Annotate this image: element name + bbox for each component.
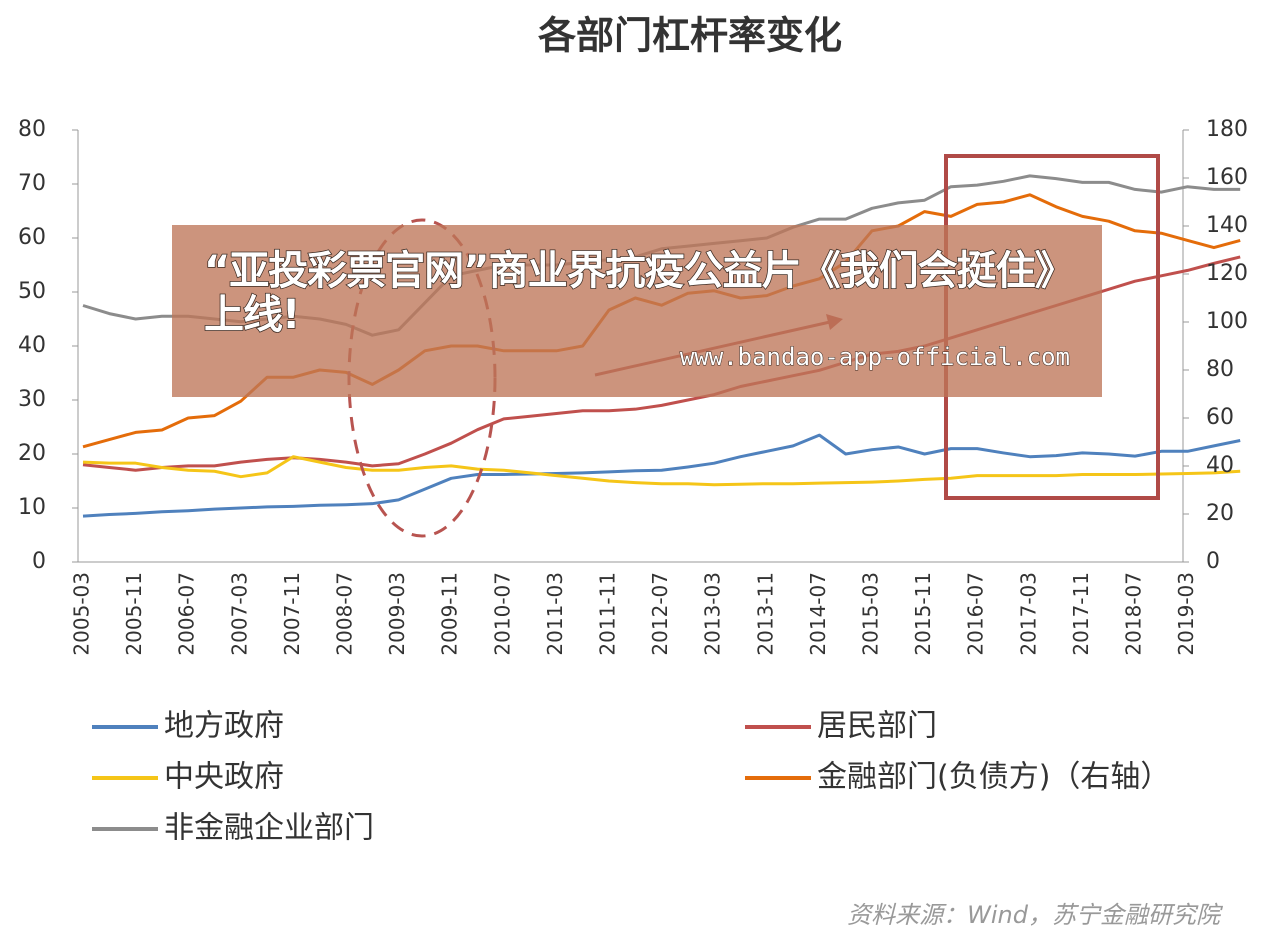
y-tick-label: 0 — [32, 549, 46, 574]
legend-label: 金融部门(负债方)（右轴） — [817, 760, 1170, 795]
x-tick-label: 2014-07 — [806, 572, 830, 656]
y-tick-label: 30 — [18, 387, 46, 412]
y2-tick-label: 100 — [1206, 309, 1248, 334]
series-line — [82, 455, 1241, 487]
y2-tick-label: 180 — [1206, 117, 1248, 142]
y2-tick-label: 40 — [1206, 453, 1234, 478]
x-tick-label: 2005-03 — [70, 572, 94, 656]
x-tick-label: 2015-03 — [859, 572, 883, 656]
y-tick-label: 10 — [18, 495, 46, 520]
y-tick-label: 70 — [18, 171, 46, 196]
x-tick-label: 2017-03 — [1016, 572, 1040, 656]
x-tick-label: 2011-11 — [596, 572, 620, 656]
banner-title: “亚投彩票官网”商业界抗疫公益片《我们会挺住》上线! — [203, 248, 1075, 338]
x-tick-label: 2015-11 — [911, 572, 935, 656]
y-tick-label: 80 — [18, 117, 46, 142]
y2-tick-label: 0 — [1206, 549, 1220, 574]
x-tick-label: 2009-11 — [438, 572, 462, 656]
legend-label: 地方政府 — [164, 709, 284, 744]
series-line — [82, 433, 1241, 518]
x-tick-label: 2007-11 — [280, 572, 304, 656]
y2-tick-label: 80 — [1206, 357, 1234, 382]
x-tick-label: 2016-07 — [964, 572, 988, 656]
x-tick-label: 2008-07 — [333, 572, 357, 656]
source: 资料来源：Wind，苏宁金融研究院 — [847, 901, 1224, 929]
y-tick-label: 20 — [18, 441, 46, 466]
y-tick-label: 40 — [18, 333, 46, 358]
y2-tick-label: 120 — [1206, 261, 1248, 286]
x-tick-label: 2011-03 — [543, 572, 567, 656]
x-tick-label: 2013-11 — [753, 572, 777, 656]
y2-tick-label: 160 — [1206, 165, 1248, 190]
banner: “亚投彩票官网”商业界抗疫公益片《我们会挺住》上线! www.bandao-ap… — [172, 225, 1102, 397]
x-tick-label: 2009-03 — [385, 572, 409, 656]
banner-url: www.bandao-app-official.com — [679, 343, 1070, 372]
y-tick-label: 50 — [18, 279, 46, 304]
x-tick-label: 2019-03 — [1174, 572, 1198, 656]
y-tick-label: 60 — [18, 225, 46, 250]
x-tick-label: 2017-11 — [1069, 572, 1093, 656]
legend-label: 中央政府 — [164, 760, 284, 795]
x-tick-label: 2006-07 — [175, 572, 199, 656]
x-tick-label: 2018-07 — [1122, 572, 1146, 656]
x-tick-label: 2005-11 — [122, 572, 146, 656]
legend-label: 居民部门 — [817, 709, 937, 744]
y2-tick-label: 60 — [1206, 405, 1234, 430]
x-tick-label: 2013-03 — [701, 572, 725, 656]
x-tick-label: 2012-07 — [648, 572, 672, 656]
chart-title: 各部门杠杆率变化 — [538, 14, 842, 58]
x-tick-label: 2010-07 — [490, 572, 514, 656]
y2-tick-label: 140 — [1206, 213, 1248, 238]
x-tick-label: 2007-03 — [227, 572, 251, 656]
legend-label: 非金融企业部门 — [164, 811, 374, 846]
y2-tick-label: 20 — [1206, 501, 1234, 526]
